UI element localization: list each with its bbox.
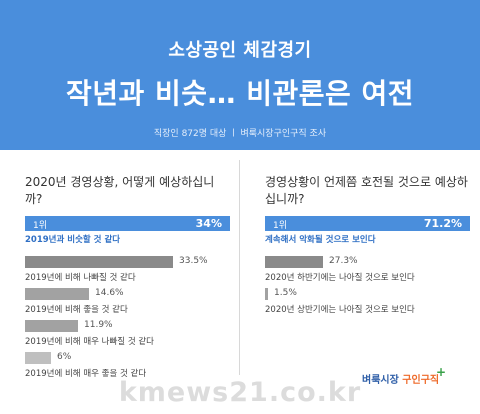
- bar-value-label: 14.6%: [95, 288, 124, 298]
- logo-plus-icon: +: [436, 365, 447, 379]
- question-left: 2020년 경영상황, 어떻게 예상하십니까?: [25, 175, 215, 206]
- chart-panel-right: 경영상황이 언제쯤 호전될 것으로 예상하십니까? 1위 71.2% 계속해서 악화…: [240, 150, 480, 386]
- bar-value-label: 71.2%: [423, 217, 462, 230]
- bar: [25, 320, 78, 332]
- chart-panel-left: 2020년 경영상황, 어떻게 예상하십니까? 1위 34% 2019년과 비슷할 …: [0, 150, 240, 386]
- category-label: 2019년에 비해 매우 좋을 것 같다: [25, 369, 147, 379]
- panel-divider: [239, 160, 240, 375]
- header-subtitle: 소상공인 체감경기: [168, 40, 312, 61]
- survey-note: 직장인 872명 대상 ㅣ 벼룩시장구인구직 조사: [153, 129, 327, 139]
- category-label: 2019년에 비해 나빠질 것 같다: [25, 273, 136, 283]
- bar: [265, 256, 323, 268]
- bar: [25, 352, 51, 364]
- bar-value-label: 1.5%: [274, 288, 297, 298]
- bar-value-label: 33.5%: [179, 256, 208, 266]
- logo-text-main: 벼룩시장: [362, 375, 399, 386]
- bar: [25, 256, 173, 268]
- header-title: 작년과 비슷… 비관론은 여전: [65, 77, 415, 110]
- category-label: 계속해서 악화될 것으로 보인다: [265, 235, 376, 245]
- bar-top-highlight: 1위 34%: [25, 216, 230, 231]
- bar-value-label: 6%: [57, 352, 72, 362]
- category-label: 2020년 상반기에는 나아질 것으로 보인다: [265, 305, 415, 315]
- category-label: 2019년과 비슷할 것 같다: [25, 235, 121, 245]
- watermark: kmews21.co.kr: [118, 377, 362, 408]
- bar: [25, 288, 89, 300]
- bar-top-highlight: 1위 71.2%: [265, 216, 470, 231]
- rank-label: 1위: [273, 221, 288, 231]
- brand-logo: 벼룩시장 구인구직 +: [362, 365, 446, 386]
- category-label: 2020년 하반기에는 나아질 것으로 보인다: [265, 273, 415, 283]
- bar-value-label: 34%: [195, 217, 222, 230]
- category-label: 2019년에 비해 매우 나빠질 것 같다: [25, 337, 154, 347]
- question-right: 경영상황이 언제쯤 호전될 것으로 예상하십니까?: [265, 175, 468, 206]
- category-label: 2019년에 비해 좋을 것 같다: [25, 305, 128, 315]
- bar-value-label: 11.9%: [84, 320, 113, 330]
- bar: [265, 288, 268, 300]
- logo-text-accent: 구인구직: [398, 375, 440, 386]
- header-banner: 소상공인 체감경기 작년과 비슷… 비관론은 여전 직장인 872명 대상 ㅣ …: [0, 0, 480, 150]
- bar-value-label: 27.3%: [329, 256, 358, 266]
- rank-label: 1위: [33, 221, 48, 231]
